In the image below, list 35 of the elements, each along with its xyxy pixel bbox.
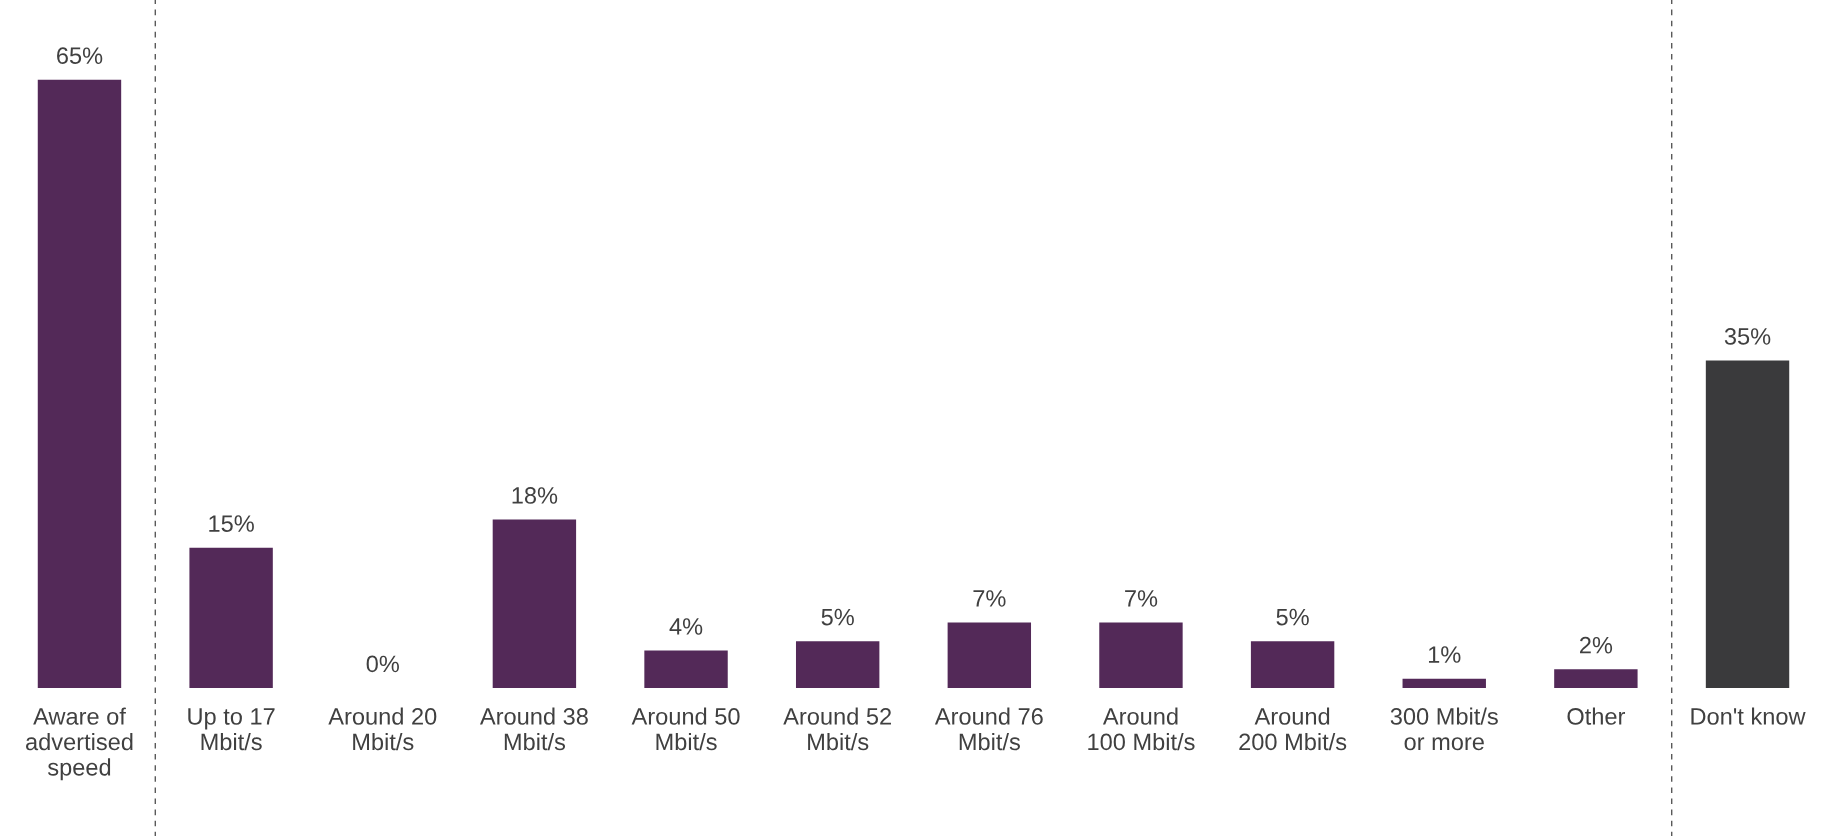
x-tick-label: Don't know [1691,707,1806,725]
x-tick-label: Around 52 Mbit/s [783,707,891,751]
bar [644,650,728,689]
data-label: 0% [366,655,399,673]
x-tick-label: Aware of advertised speed [26,707,133,781]
bar [492,519,577,689]
data-label: 5% [821,608,854,626]
bar [37,79,122,689]
bar [1250,641,1335,689]
x-tick-label: Around 20 Mbit/s [328,707,437,751]
x-tick-label: Up to 17 Mbit/s [188,708,275,751]
x-tick-label: 300 Mbit/s or more [1390,707,1498,751]
bar [189,547,273,689]
bar [1402,678,1486,689]
data-label: 15% [209,515,254,532]
x-tick-label: Around 50 Mbit/s [631,707,740,751]
data-label: 5% [1276,608,1309,626]
data-label: 35% [1724,328,1771,345]
x-tick-label: Around 76 Mbit/s [934,707,1043,751]
bar [1705,360,1790,689]
x-tick-label: Other [1567,707,1626,725]
bar [1099,622,1183,689]
data-label: 7% [973,590,1006,607]
data-label: 2% [1580,636,1613,654]
bar [947,622,1032,689]
data-label: 18% [512,487,558,504]
x-tick-label: Around 38 Mbit/s [479,707,588,751]
bar [795,641,880,689]
x-tick-label: Around 100 Mbit/s [1088,707,1195,751]
data-label: 65% [57,47,103,65]
bar [1554,669,1638,689]
x-tick-label: Around 200 Mbit/s [1239,707,1347,751]
data-label: 1% [1428,646,1461,663]
data-label: 7% [1125,590,1158,607]
data-label: 4% [669,618,703,635]
